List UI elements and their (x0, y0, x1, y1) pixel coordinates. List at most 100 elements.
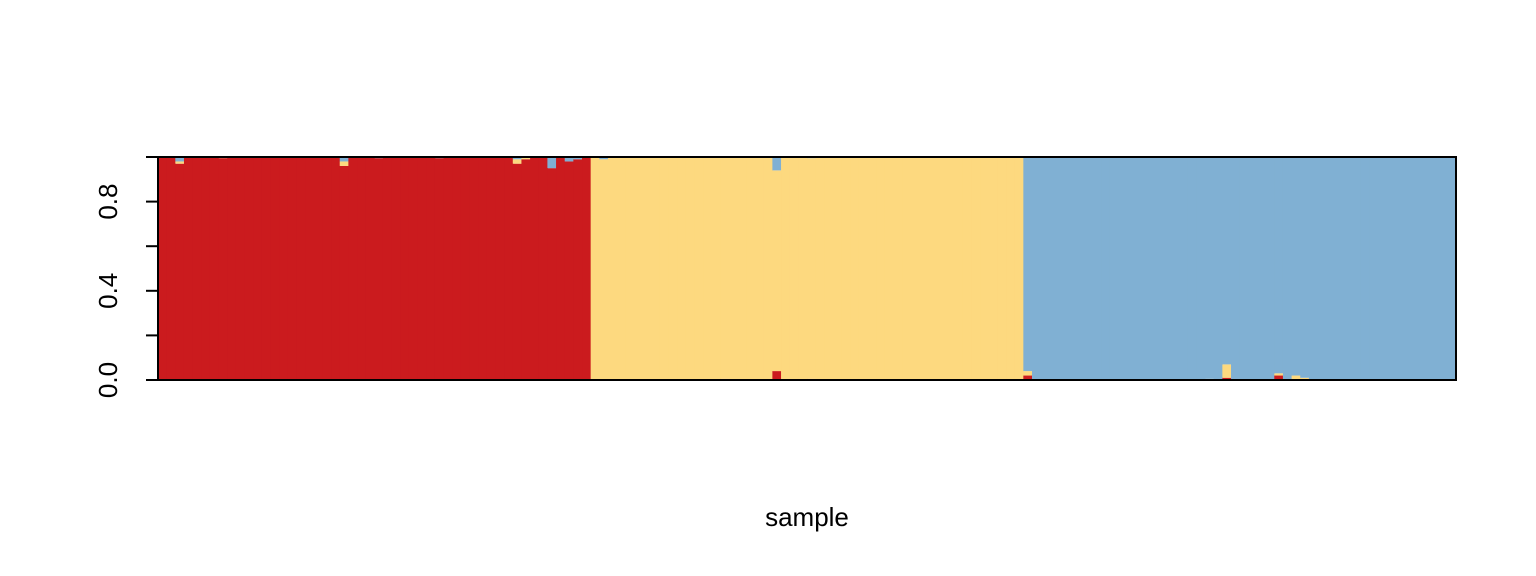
bar-segment (1404, 157, 1414, 380)
bar-segment (1006, 157, 1016, 380)
bar-segment (668, 157, 678, 380)
y-tick-label: 0.8 (93, 184, 123, 220)
bar-segment (988, 157, 998, 380)
bar-segment (1421, 157, 1431, 380)
bar-segment (772, 157, 782, 171)
bar-segment (737, 157, 748, 380)
bar-segment (175, 157, 185, 162)
bar-segment (962, 157, 973, 380)
bar-segment (538, 157, 548, 380)
bar-segment (1239, 157, 1249, 380)
bar-segment (1049, 157, 1059, 380)
bar-segment (1231, 157, 1241, 380)
bar-segment (573, 157, 583, 160)
bar-segment (1256, 157, 1267, 380)
bar-segment (590, 157, 600, 380)
bar-segment (1274, 157, 1284, 374)
bar-segment (1179, 157, 1189, 380)
bar-segment (599, 157, 609, 160)
bar-segment (1438, 157, 1448, 380)
bar-segment (512, 157, 523, 160)
bar-segment (1222, 157, 1232, 365)
bar-segment (357, 157, 367, 380)
bar-segment (417, 157, 427, 380)
bar-segment (936, 157, 947, 380)
bar-segment (884, 157, 895, 380)
bar-segment (391, 157, 401, 380)
bar-segment (556, 157, 566, 380)
bar-segment (218, 158, 228, 380)
bar-segment (1083, 157, 1094, 380)
bar-segment (547, 157, 557, 169)
bar-segment (348, 157, 358, 380)
bar-segment (746, 157, 756, 380)
bar-segment (789, 157, 799, 380)
bar-segment (1334, 157, 1345, 380)
bar-segment (1248, 157, 1258, 380)
bar-segment (452, 157, 462, 380)
bar-segment (365, 157, 375, 380)
bar-segment (798, 157, 808, 380)
bar-segment (374, 158, 384, 380)
bar-segment (720, 157, 730, 379)
bar-segment (521, 157, 531, 160)
bar-segment (616, 157, 626, 380)
bar-segment (1075, 157, 1085, 380)
bar-segment (1291, 157, 1301, 376)
bar-segment (1092, 157, 1102, 380)
bar-segment (841, 157, 851, 380)
bar-segment (1352, 157, 1362, 380)
bar-segment (339, 161, 349, 166)
bar-segment (633, 157, 644, 380)
bar-segment (954, 157, 964, 380)
bar-segment (1187, 157, 1197, 380)
bar-segment (1430, 157, 1440, 380)
bar-segment (1300, 377, 1310, 380)
bar-segment (1057, 157, 1068, 380)
bar-segment (824, 157, 834, 380)
bar-segment (573, 159, 583, 380)
bar-segment (1205, 157, 1215, 379)
bar-segment (1014, 157, 1024, 380)
bar-segment (763, 157, 773, 380)
bars-layer (158, 157, 1457, 380)
bar-segment (478, 157, 488, 380)
bar-segment (876, 157, 886, 380)
bar-segment (1395, 157, 1405, 380)
bar-segment (201, 157, 211, 380)
bar-segment (512, 163, 523, 380)
bar-segment (1144, 157, 1154, 380)
bar-segment (434, 158, 445, 380)
bar-segment (971, 157, 981, 380)
bar-segment (270, 157, 280, 380)
bar-segment (209, 157, 220, 380)
bar-segment (1274, 373, 1284, 376)
bar-segment (287, 157, 298, 380)
bar-segment (296, 157, 306, 380)
bar-segment (1135, 157, 1146, 380)
bar-segment (1308, 157, 1319, 380)
bar-segment (460, 157, 471, 380)
bar-segment (919, 157, 929, 380)
bar-segment (1109, 157, 1120, 380)
bar-segment (1023, 375, 1033, 380)
bar-segment (815, 157, 825, 380)
x-axis-label: sample (765, 502, 849, 532)
bar-segment (1222, 377, 1232, 380)
bar-segment (910, 157, 921, 380)
bar-segment (1196, 157, 1206, 380)
bar-segment (711, 157, 722, 380)
bar-segment (504, 157, 514, 380)
bar-segment (1127, 157, 1137, 380)
bar-segment (651, 157, 661, 380)
bar-segment (1031, 157, 1042, 380)
bar-segment (729, 157, 739, 380)
bar-segment (642, 157, 652, 380)
bar-segment (997, 157, 1007, 380)
bar-segment (547, 168, 557, 380)
bar-segment (1343, 157, 1353, 380)
bar-segment (893, 157, 903, 380)
bar-segment (1300, 157, 1310, 378)
bar-segment (443, 157, 453, 380)
bar-segment (227, 157, 237, 380)
